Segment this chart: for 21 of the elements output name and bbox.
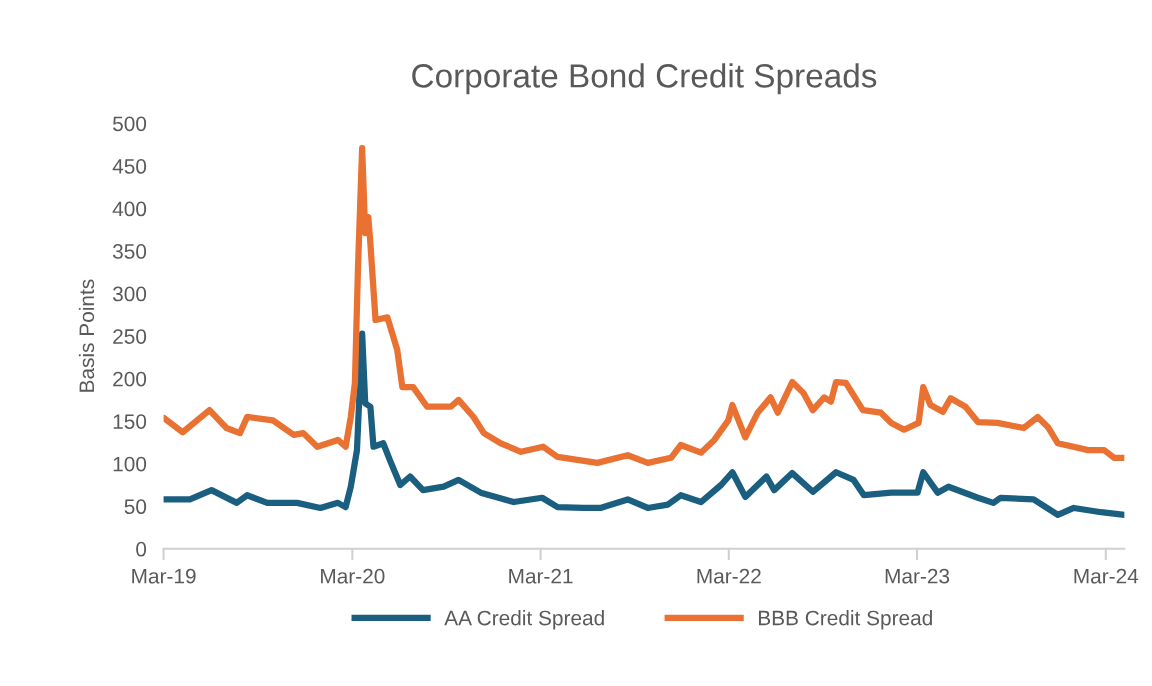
x-tick-label: Mar-21 — [509, 568, 573, 584]
legend-label: BBB Credit Spread — [758, 610, 932, 630]
chart-title: Corporate Bond Credit Spreads — [412, 63, 877, 95]
y-axis-title: Basis Points — [78, 279, 95, 392]
legend-label: AA Credit Spread — [444, 610, 604, 630]
y-tick-label: 100 — [113, 456, 147, 472]
y-tick-label: 200 — [113, 371, 147, 387]
x-tick-label: Mar-23 — [885, 568, 950, 584]
y-tick-label: 250 — [113, 329, 147, 344]
y-tick-label: 400 — [112, 201, 147, 217]
x-tick-label: Mar-24 — [1074, 568, 1139, 584]
y-tick-label: 50 — [124, 499, 147, 515]
y-tick-label: 150 — [113, 414, 147, 429]
x-tick-label: Mar-22 — [697, 568, 761, 584]
y-tick-label: 450 — [112, 159, 147, 174]
y-tick-label: 350 — [112, 244, 147, 259]
x-tick-label: Mar-20 — [321, 568, 385, 584]
y-tick-label: 300 — [112, 286, 147, 302]
x-tick-label: Mar-19 — [132, 568, 196, 584]
y-tick-label: 500 — [112, 116, 147, 132]
y-tick-label: 0 — [136, 541, 147, 557]
